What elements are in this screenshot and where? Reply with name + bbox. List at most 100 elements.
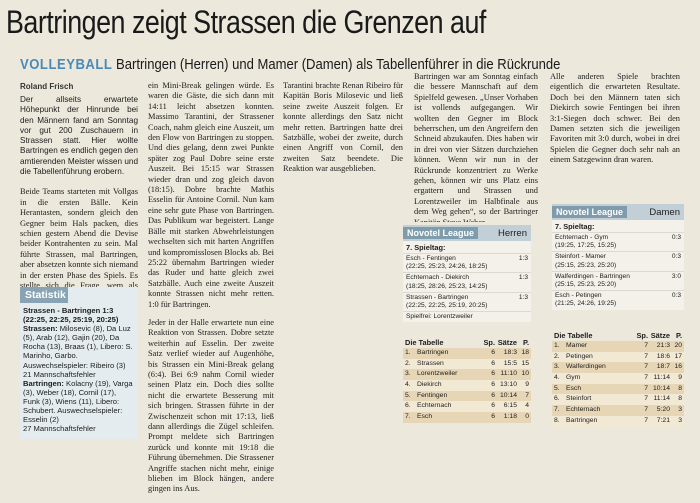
statistik-away-players: Kolacny (19), Varga (3), Weber (18), Cor…: [23, 378, 133, 425]
result-set-scores: (19:25, 17:25, 15:25): [555, 242, 617, 250]
table-row: 1. Mamer 7 21:3 20: [552, 341, 684, 352]
statistik-away-errors: 27 Mannschaftsfehler: [23, 424, 96, 434]
table-row: 3. Lorentzweiler 6 11:10 10: [403, 369, 531, 381]
table-points: 17: [674, 352, 682, 360]
table-team: Gym: [566, 374, 581, 382]
damen-results-list: Echternach - Gym (19:25, 17:25, 15:25) 0:3…: [552, 232, 684, 310]
herren-league-name: Novotel League: [403, 227, 479, 239]
table-games: 6: [491, 391, 495, 399]
table-team: Fentingen: [417, 391, 448, 399]
article-paragraph: Jeder in der Halle erwartete nun eine Re…: [148, 317, 274, 494]
table-rank: 6.: [554, 395, 560, 403]
table-sets: 18:6: [656, 352, 670, 360]
table-header-cell: P.: [675, 331, 682, 340]
result-set-scores: (18:25, 28:26, 25:23, 14:25): [406, 282, 488, 290]
result-row: Spielfrei: Lorentzweiler: [403, 311, 531, 322]
result-teams: Strassen - Bartringen: [406, 293, 469, 301]
result-teams: Echternach - Gym: [555, 234, 609, 241]
article-column-3: Tarantini brachte Renan Ribeiro für Kapi…: [283, 81, 403, 221]
table-header: Die Tabelle Sp. Sätze P.: [552, 330, 684, 341]
result-score: 0:3: [671, 234, 681, 241]
table-games: 7: [644, 395, 648, 403]
table-team: Esch: [566, 384, 582, 392]
result-row: Walferdingen - Bartringen (25:15, 25:23, …: [552, 270, 684, 290]
table-points: 8: [678, 384, 682, 392]
damen-standings-table: Die Tabelle Sp. Sätze P. 1. Mamer 7 21:3 20 2. Pet…: [552, 330, 684, 427]
result-set-scores: (22:25, 25:23, 24:26, 18:25): [406, 263, 488, 271]
table-rank: 2.: [405, 359, 411, 367]
table-header-cell: Die Tabelle: [554, 331, 593, 340]
result-info: Steinfort - Mamer (25:15, 25:23, 25:20): [555, 253, 656, 269]
table-rank: 3.: [554, 363, 560, 371]
table-sets: 1:18: [503, 413, 517, 421]
table-rows: 1. Mamer 7 21:3 20 2. Petingen 7 18:6 17 3. Walferd…: [552, 341, 684, 427]
table-games: 6: [491, 349, 495, 356]
table-points: 9: [525, 381, 529, 389]
table-rank: 1.: [405, 349, 411, 356]
subheadline-text: Bartringen (Herren) und Mamer (Damen) al…: [112, 57, 561, 73]
table-row: 2. Strassen 6 15:5 15: [403, 358, 531, 370]
table-games: 7: [644, 406, 648, 414]
table-row: 4. Gym 7 11:14 9: [552, 373, 684, 384]
table-points: 10: [521, 370, 529, 378]
table-header-cell: Sp.: [636, 331, 649, 340]
herren-results-list: Esch - Fentingen (22:25, 25:23, 24:26, 18…: [403, 253, 531, 322]
table-header-cell: Sp.: [483, 338, 496, 347]
subheadline: VOLLEYBALL Bartringen (Herren) und Mamer…: [20, 57, 560, 73]
table-games: 6: [491, 381, 495, 389]
table-rank: 4.: [405, 381, 411, 389]
table-sets: 11:14: [653, 374, 670, 382]
table-sets: 18:7: [656, 363, 670, 371]
result-row: Steinfort - Mamer (25:15, 25:23, 25:20) 0:…: [552, 251, 684, 270]
table-team: Echternach: [417, 402, 452, 410]
result-row: Echternach - Gym (19:25, 17:25, 15:25) 0:3: [552, 232, 684, 251]
statistik-box: Statistik Strassen - Bartringen 1:3 (22:…: [20, 287, 138, 439]
result-teams: Esch - Petingen: [555, 292, 602, 300]
table-sets: 13:10: [499, 381, 517, 389]
herren-matchday: 7. Spieltag:: [406, 243, 446, 252]
table-sets: 7:21: [656, 416, 670, 424]
sport-kicker: VOLLEYBALL: [20, 57, 113, 73]
table-rank: 1.: [554, 342, 560, 349]
table-rank: 2.: [554, 352, 560, 360]
table-rank: 6.: [405, 402, 411, 410]
table-games: 6: [491, 413, 495, 421]
table-row: 7. Esch 6 1:18 0: [403, 412, 531, 423]
statistik-body: Strassen - Bartringen 1:3 (22:25, 22:25,…: [20, 303, 138, 436]
newspaper-page: Bartringen zeigt Strassen die Grenzen au…: [6, 4, 684, 493]
result-teams: Steinfort - Mamer: [555, 253, 606, 261]
table-sets: 10:14: [499, 391, 517, 399]
table-header: Die Tabelle Sp. Sätze P.: [403, 337, 531, 348]
table-team: Petingen: [566, 352, 593, 360]
result-teams: Esch - Fentingen: [406, 255, 456, 262]
statistik-home-errors: 21 Mannschaftsfehler: [23, 369, 96, 379]
result-score: 0:3: [671, 292, 681, 300]
table-games: 7: [644, 384, 648, 392]
table-games: 7: [644, 416, 648, 424]
result-score: 0:3: [671, 253, 681, 261]
article-column-1: Der allseits erwartete Höhepunkt der Hin…: [20, 95, 138, 310]
table-header-cell: Die Tabelle: [405, 338, 444, 347]
result-info: Strassen - Bartringen (22:25, 22:25, 25:1…: [406, 294, 504, 310]
table-row: 2. Petingen 7 18:6 17: [552, 351, 684, 363]
table-sets: 11:14: [653, 395, 670, 403]
table-rank: 7.: [405, 413, 411, 421]
table-points: 16: [674, 363, 682, 371]
article-paragraph: ein Mini-Break gelingen würde. Es waren …: [148, 81, 274, 309]
statistik-title: Statistik: [20, 287, 68, 303]
table-team: Steinfort: [566, 395, 592, 403]
herren-league-header: Novotel League Herren: [403, 225, 531, 241]
statistik-match: Strassen - Bartringen 1:3: [23, 306, 114, 315]
table-points: 9: [678, 374, 682, 382]
statistik-home-players: Milosevic (8), Da Luz (5), Arab (12), Ga…: [23, 324, 133, 370]
table-team: Bartringen: [417, 349, 449, 356]
result-score: 3:0: [671, 272, 681, 280]
damen-matchday: 7. Spieltag:: [555, 222, 595, 231]
table-team: Walferdingen: [566, 363, 606, 371]
table-points: 18: [521, 349, 529, 356]
table-row: 7. Echternach 7 5:20 3: [552, 405, 684, 416]
table-points: 15: [521, 359, 529, 367]
table-games: 6: [491, 370, 495, 378]
table-points: 7: [525, 391, 529, 399]
table-rank: 3.: [405, 370, 411, 378]
